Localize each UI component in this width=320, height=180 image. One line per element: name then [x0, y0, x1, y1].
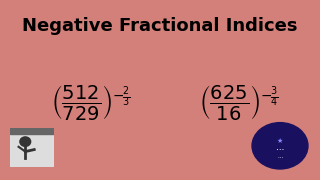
Text: ⋯: ⋯	[276, 145, 284, 154]
Text: ★: ★	[277, 138, 283, 144]
Text: $\left(\dfrac{512}{729}\right)^{-\!\frac{2}{3}}$: $\left(\dfrac{512}{729}\right)^{-\!\frac…	[51, 83, 130, 122]
Circle shape	[252, 123, 308, 169]
Text: $\left(\dfrac{625}{16}\right)^{-\!\frac{3}{4}}$: $\left(\dfrac{625}{16}\right)^{-\!\frac{…	[199, 83, 278, 122]
Bar	[10, 128, 54, 134]
Text: Negative Fractional Indices: Negative Fractional Indices	[22, 17, 298, 35]
Text: ⋯: ⋯	[277, 154, 283, 159]
Circle shape	[20, 137, 31, 146]
